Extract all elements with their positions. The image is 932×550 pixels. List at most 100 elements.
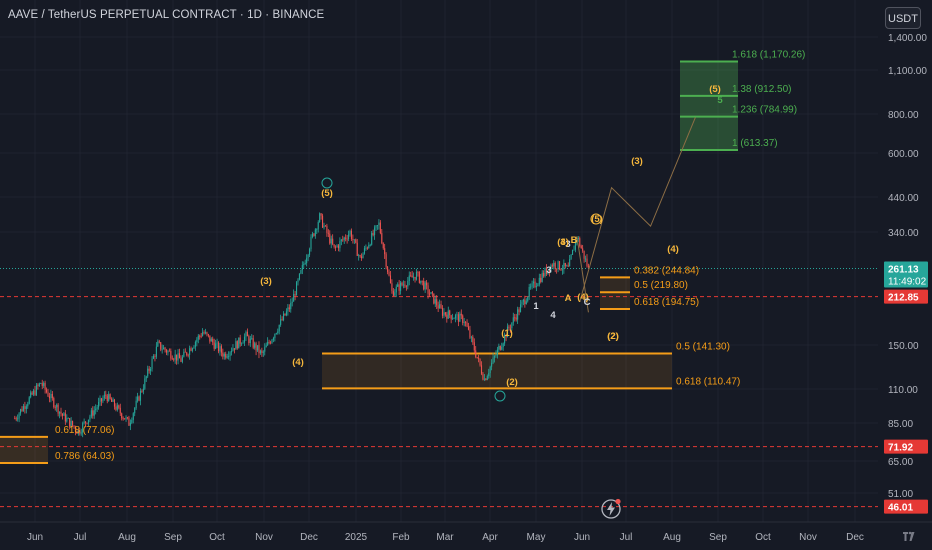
candle-body xyxy=(453,318,455,320)
time-tick-label: Oct xyxy=(209,532,225,543)
countdown-label: 11:49:02 xyxy=(888,276,927,287)
candle-body xyxy=(336,245,338,247)
time-tick-label: Aug xyxy=(663,532,681,543)
wave-label: (4) xyxy=(667,244,679,255)
candle-body xyxy=(472,336,474,343)
tradingview-logo-icon xyxy=(903,531,915,541)
candle-body xyxy=(319,213,321,223)
candle-body xyxy=(217,342,220,352)
candle-body xyxy=(226,356,228,358)
candle-body xyxy=(271,339,273,344)
candle-body xyxy=(433,293,435,304)
candle-body xyxy=(144,378,146,389)
candle-body xyxy=(191,348,194,351)
candle-body xyxy=(233,348,235,350)
candle-body xyxy=(157,341,159,347)
candle-body xyxy=(314,229,316,236)
candle-body xyxy=(70,420,72,427)
candle-body xyxy=(434,299,436,304)
candle-body xyxy=(408,275,410,281)
candle-body xyxy=(541,273,543,282)
candle-body xyxy=(401,282,403,286)
candle-body xyxy=(73,425,75,428)
candle-body xyxy=(368,245,370,249)
candle-body xyxy=(333,244,335,247)
candle-body xyxy=(571,249,574,255)
candle-body xyxy=(303,264,305,266)
candle-body xyxy=(577,238,579,239)
candle-body xyxy=(313,233,315,236)
candle-body xyxy=(556,268,558,270)
candle-body xyxy=(278,324,280,332)
wave-label: (2) xyxy=(607,331,619,342)
candle-body xyxy=(519,304,522,313)
candle-body xyxy=(508,326,510,328)
candle-body xyxy=(469,329,471,338)
wave-label: (3) xyxy=(557,237,569,248)
candle-body xyxy=(443,312,445,316)
wave-label: (5) xyxy=(709,84,721,95)
time-tick-label: Oct xyxy=(755,532,771,543)
candle-body xyxy=(378,222,380,226)
candle-body xyxy=(483,378,485,380)
candle-body xyxy=(502,343,504,347)
candle-body xyxy=(50,393,52,399)
candle-body xyxy=(527,296,529,302)
candle-body xyxy=(85,421,87,423)
candle-body xyxy=(109,394,111,399)
time-tick-label: Sep xyxy=(709,532,727,543)
candle-body xyxy=(189,348,191,355)
candle-body xyxy=(239,337,241,344)
candle-body xyxy=(51,393,53,399)
candle-body xyxy=(158,341,160,343)
candle-body xyxy=(363,248,366,254)
candle-body xyxy=(87,419,90,424)
price-marker-label: 71.92 xyxy=(888,443,913,454)
candle-body xyxy=(215,343,217,349)
candle-body xyxy=(27,403,29,407)
candle-body xyxy=(424,282,426,290)
candle-body xyxy=(20,409,22,414)
time-tick-label: Jul xyxy=(74,532,87,543)
candle-body xyxy=(152,355,155,359)
candle-body xyxy=(288,307,290,310)
time-tick-label: Jun xyxy=(574,532,590,543)
wave-label: (3) xyxy=(260,276,272,287)
alert-lightning-icon[interactable] xyxy=(600,498,622,520)
candle-body xyxy=(33,390,35,395)
candle-body xyxy=(365,247,367,249)
candle-body xyxy=(375,225,377,228)
candle-body xyxy=(222,352,224,357)
candle-body xyxy=(141,390,143,392)
candle-body xyxy=(34,390,36,395)
wave-label: (5) xyxy=(591,214,603,225)
candle-body xyxy=(563,262,565,270)
candle-body xyxy=(329,233,331,244)
candle-body xyxy=(121,413,123,419)
fib-level-label: 1 (613.37) xyxy=(732,138,778,149)
candle-body xyxy=(37,385,39,387)
candle-body xyxy=(540,277,542,282)
candle-body xyxy=(309,249,311,255)
candle-body xyxy=(206,332,208,335)
currency-button[interactable]: USDT xyxy=(885,7,921,29)
candle-body xyxy=(137,396,139,401)
candle-body xyxy=(550,265,552,272)
candle-body xyxy=(167,350,169,353)
candle-body xyxy=(379,222,381,234)
time-tick-label: Aug xyxy=(118,532,136,543)
candle-body xyxy=(356,242,358,256)
candle-body xyxy=(138,396,140,401)
candle-body xyxy=(53,398,55,408)
candle-body xyxy=(216,342,218,344)
candle-body xyxy=(225,353,227,358)
candle-body xyxy=(243,336,246,343)
candle-body xyxy=(462,315,464,323)
candle-body xyxy=(151,358,153,369)
candle-body xyxy=(496,349,498,355)
candle-body xyxy=(64,413,66,422)
candle-body xyxy=(268,341,270,343)
candle-body xyxy=(391,283,393,291)
